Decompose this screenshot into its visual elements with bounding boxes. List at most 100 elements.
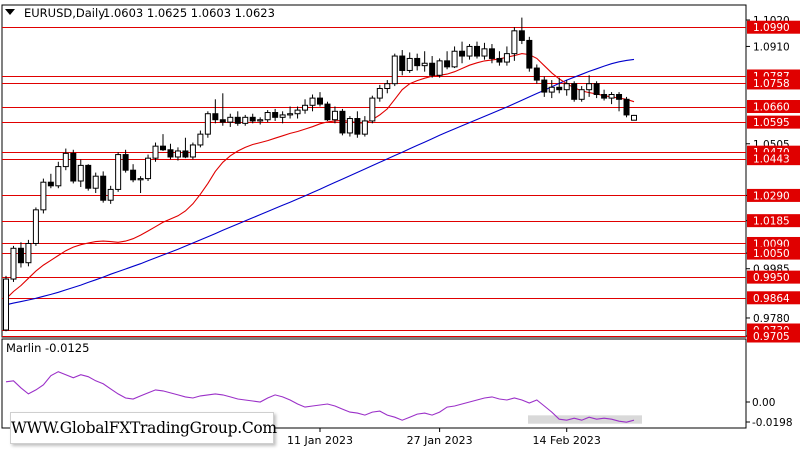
candle-body <box>182 150 189 158</box>
level-label-box <box>747 152 800 166</box>
osc-tick-label: 0.00 <box>752 397 775 409</box>
candle-body <box>324 103 331 121</box>
candle-body <box>47 181 54 187</box>
chart-header-symbol: EURUSD,Daily <box>24 6 105 20</box>
candle-body <box>137 178 144 181</box>
watermark: WWW.GlobalFXTradingGroup.Com <box>10 412 277 444</box>
candle-body <box>384 83 391 89</box>
candle-body <box>376 87 383 99</box>
candle-body <box>145 157 152 180</box>
candle-body <box>279 114 286 118</box>
candle-body <box>272 112 279 118</box>
candle-body <box>85 164 92 189</box>
candle-body <box>115 154 122 190</box>
osc-tick-label: -0.0198 <box>752 417 793 429</box>
candle-body <box>317 97 323 105</box>
candle-body <box>264 112 271 121</box>
candle-body <box>257 119 264 122</box>
candle-body <box>219 119 226 123</box>
level-label-box <box>747 214 800 228</box>
candle-body <box>466 45 473 57</box>
candle-body <box>459 50 466 57</box>
level-label: 1.0758 <box>753 78 790 90</box>
candle-body <box>608 93 615 99</box>
candle-body <box>421 62 428 67</box>
candle-body <box>533 67 540 81</box>
candle-body <box>40 181 47 211</box>
candle-body <box>518 30 525 41</box>
candle-body <box>302 104 309 111</box>
candle-body <box>488 48 495 59</box>
oscillator-panel-frame <box>1 338 747 429</box>
oscillator-highlight-zone <box>528 415 642 424</box>
candle-body <box>77 164 84 182</box>
ma-slow-line <box>5 58 635 306</box>
candle-body <box>601 93 608 99</box>
level-label: 0.9864 <box>753 293 790 305</box>
y-tick-label: 0.9780 <box>753 313 790 325</box>
level-label-box <box>747 246 800 260</box>
candle-body <box>391 55 398 85</box>
candle-body <box>623 98 630 116</box>
candle-body <box>62 152 69 168</box>
price-panel-frame <box>1 4 747 338</box>
candle-body <box>593 83 600 95</box>
candle-body <box>309 97 316 106</box>
x-tick-label: 11 Jan 2023 <box>287 434 353 447</box>
candle-body <box>197 133 204 146</box>
candle-body <box>167 149 174 158</box>
level-label-box <box>747 20 800 34</box>
candle-body <box>474 45 480 57</box>
candle-body <box>496 57 503 63</box>
candle-body <box>541 79 548 93</box>
level-label: 0.9705 <box>753 331 790 343</box>
candle-body <box>361 120 368 135</box>
candle-body <box>354 118 361 135</box>
candle-body <box>294 109 301 115</box>
candle-body <box>189 144 196 158</box>
candle-body <box>399 55 406 71</box>
chart-header-ohlc: 1.0603 1.0625 1.0603 1.0623 <box>103 6 275 20</box>
y-tick-label: 1.0910 <box>753 41 790 53</box>
candle-body <box>414 57 421 67</box>
candle-body <box>481 48 488 57</box>
oscillator-title: Marlin -0.0125 <box>6 341 89 355</box>
x-tick-label: 14 Feb 2023 <box>532 434 600 447</box>
candle-body <box>174 150 181 158</box>
candle-body <box>586 83 593 91</box>
level-label-box <box>747 329 800 343</box>
candle-body <box>160 145 166 151</box>
level-label-box <box>747 76 800 90</box>
candle-body <box>242 116 249 124</box>
candle-body <box>32 209 39 244</box>
level-label-box <box>747 291 800 305</box>
candle-body <box>287 113 294 116</box>
candle-body <box>578 89 585 100</box>
candle-body <box>17 247 24 264</box>
level-label-box <box>747 100 800 114</box>
candle-body <box>548 86 555 93</box>
candle-body <box>204 113 211 135</box>
candle-body <box>100 175 107 201</box>
level-label: 0.9950 <box>753 272 790 284</box>
candle-body <box>444 60 451 68</box>
candle-body <box>406 57 413 71</box>
candle-body <box>339 110 346 134</box>
candle-body <box>92 175 99 189</box>
candle-body <box>122 154 129 171</box>
candle-body <box>107 188 114 201</box>
candle-body <box>616 93 623 100</box>
candle-body <box>451 50 458 68</box>
candle-body <box>55 166 62 187</box>
candle-body <box>631 114 637 121</box>
level-label: 1.0660 <box>753 102 790 114</box>
candle-body <box>436 60 443 76</box>
candle-body <box>556 86 563 91</box>
candle-body <box>234 116 241 124</box>
candle-body <box>571 83 578 100</box>
collapse-triangle-icon <box>5 9 15 15</box>
candle-body <box>563 83 570 91</box>
candle-body <box>3 278 9 331</box>
level-label-box <box>747 115 800 129</box>
